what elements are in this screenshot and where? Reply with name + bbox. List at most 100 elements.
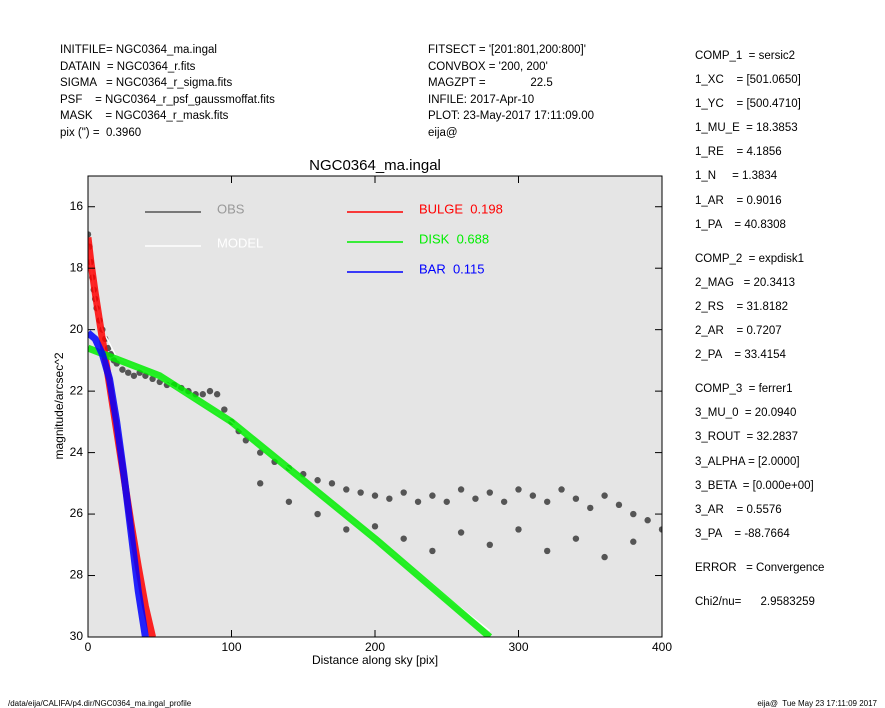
data-point <box>429 547 436 555</box>
plot-area <box>88 176 662 637</box>
parameter: 2_RS = 31.8182 <box>695 300 789 313</box>
data-point <box>357 489 364 496</box>
parameter: 3_BETA = [0.000e+00] <box>695 479 814 492</box>
x-axis-label: Distance along sky [pix] <box>312 653 438 667</box>
data-point <box>257 480 264 487</box>
data-point <box>314 510 321 518</box>
header-line: INFILE: 2017-Apr-10 <box>428 93 535 106</box>
header-line: eija@ <box>428 126 458 139</box>
data-point <box>515 526 522 533</box>
header-line: PLOT: 23-May-2017 17:11:09.00 <box>428 110 595 123</box>
parameter: 2_AR = 0.7207 <box>695 325 782 338</box>
data-point <box>328 480 336 487</box>
data-point <box>529 492 537 499</box>
parameter: 2_PA = 33.4154 <box>695 349 786 362</box>
parameter-group: ERROR = Convergence <box>695 556 824 580</box>
data-point <box>457 529 465 536</box>
data-point <box>314 477 321 484</box>
y-axis-label: magnitude/arcsec^2 <box>52 352 66 459</box>
header-line: MASK = NGC0364_r_mask.fits <box>60 110 229 123</box>
legend-label: OBS <box>217 201 245 216</box>
legend-label: BAR 0.115 <box>419 261 485 276</box>
parameter: 3_MU_0 = 20.0940 <box>695 407 797 420</box>
data-point <box>644 517 651 524</box>
data-point <box>572 495 580 502</box>
parameter: Chi2/nu= 2.9583259 <box>695 595 815 608</box>
y-tick-label: 20 <box>70 322 84 336</box>
data-point <box>119 366 126 373</box>
legend-label: BULGE 0.198 <box>419 201 503 216</box>
y-tick-label: 24 <box>70 445 84 459</box>
data-point <box>343 486 350 493</box>
model-band <box>88 330 149 637</box>
y-tick-label: 16 <box>70 199 84 213</box>
data-point <box>500 498 508 505</box>
parameter: 1_MU_E = 18.3853 <box>695 122 798 135</box>
parameter: COMP_2 = expdisk1 <box>695 252 804 265</box>
data-point <box>343 526 350 533</box>
data-point <box>658 526 662 533</box>
parameter-group: COMP_2 = expdisk1 2_MAG = 20.3413 2_RS = 3… <box>695 247 824 367</box>
data-point <box>572 535 580 542</box>
data-point <box>429 492 436 499</box>
plot-marks <box>88 231 662 637</box>
parameter-group: Chi2/nu= 2.9583259 <box>695 590 824 614</box>
data-point <box>443 498 450 505</box>
data-point <box>213 391 221 398</box>
header-line: pix (") = 0.3960 <box>60 126 142 139</box>
legend-label: DISK 0.688 <box>419 231 489 246</box>
header-mid: FITSECT = '[201:801,200:800]' CONVBOX = '… <box>428 42 594 142</box>
parameter: COMP_3 = ferrer1 <box>695 383 793 396</box>
data-point <box>486 541 493 548</box>
x-tick-label: 100 <box>221 640 241 654</box>
footer-right: eija@ Tue May 23 17:11:09 2017 <box>757 699 877 708</box>
header-line: DATAIN = NGC0364_r.fits <box>60 60 196 73</box>
data-point <box>400 535 407 542</box>
data-point <box>221 406 228 413</box>
y-tick-label: 18 <box>70 260 84 274</box>
parameter: 3_AR = 0.5576 <box>695 503 782 516</box>
y-tick-label: 28 <box>70 568 84 582</box>
data-point <box>601 553 608 561</box>
x-tick-label: 400 <box>652 640 672 654</box>
y-tick-label: 22 <box>70 383 84 397</box>
header-line: CONVBOX = '200, 200' <box>428 60 548 73</box>
parameter: 1_YC = [500.4710] <box>695 98 801 111</box>
x-tick-label: 0 <box>85 640 92 654</box>
parameter: ERROR = Convergence <box>695 561 825 574</box>
data-point <box>414 498 422 505</box>
header-line: PSF = NGC0364_r_psf_gaussmoffat.fits <box>60 93 275 106</box>
header-left: INITFILE= NGC0364_ma.ingal DATAIN = NGC03… <box>60 42 275 142</box>
data-point <box>457 486 465 493</box>
data-point <box>130 372 138 379</box>
data-point <box>472 495 479 502</box>
data-point <box>124 369 132 376</box>
chart: NGC0364_ma.ingal Distance along sky [pix… <box>52 157 672 667</box>
data-point <box>601 492 608 499</box>
x-tick-label: 300 <box>508 640 528 654</box>
parameter: 3_ALPHA = [2.0000] <box>695 455 800 468</box>
footer-left: /data/eija/CALIFA/p4.dir/NGC0364_ma.inga… <box>8 699 192 708</box>
data-point <box>544 498 551 505</box>
data-point <box>371 523 379 530</box>
data-point <box>515 486 522 493</box>
data-point <box>615 501 623 509</box>
header-line: SIGMA = NGC0364_r_sigma.fits <box>60 77 233 90</box>
chart-title: NGC0364_ma.ingal <box>309 157 441 174</box>
data-point <box>285 498 293 505</box>
data-point <box>544 547 551 555</box>
y-tick-label: 30 <box>70 629 84 643</box>
parameter: 2_MAG = 20.3413 <box>695 276 796 289</box>
parameter: 1_XC = [501.0650] <box>695 74 801 87</box>
header-line: MAGZPT = 22.5 <box>428 77 553 90</box>
parameter: 3_ROUT = 32.2837 <box>695 431 799 444</box>
header-line: FITSECT = '[201:801,200:800]' <box>428 44 586 56</box>
data-point <box>486 489 493 496</box>
data-point <box>371 492 379 499</box>
parameter: 1_RE = 4.1856 <box>695 146 782 159</box>
parameter: 1_PA = 40.8308 <box>695 218 786 231</box>
data-point <box>386 495 393 502</box>
parameter: 3_PA = -88.7664 <box>695 527 790 540</box>
data-point <box>587 504 594 512</box>
